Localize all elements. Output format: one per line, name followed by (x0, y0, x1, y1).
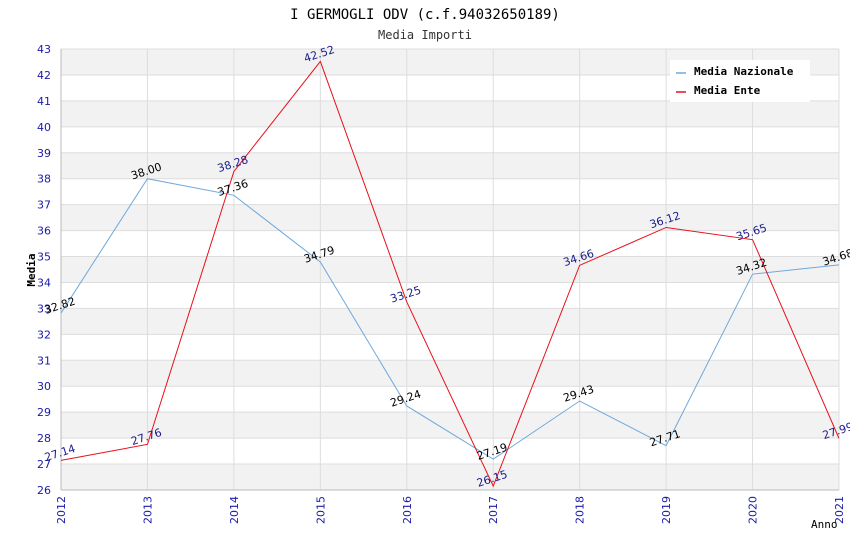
y-axis-label: Media (25, 253, 38, 286)
y-tick-label: 26 (37, 484, 51, 497)
axes (60, 49, 839, 491)
data-label-media-nazionale: 37.36 (216, 177, 250, 199)
y-tick-label: 36 (37, 225, 51, 238)
x-tick-label: 2017 (487, 496, 500, 524)
plot-bands (61, 49, 839, 490)
y-tick-label: 29 (37, 406, 51, 419)
chart-title: I GERMOGLI ODV (c.f.94032650189) (290, 7, 560, 23)
x-tick-label: 2018 (574, 496, 587, 524)
data-label-media-ente: 33.25 (389, 284, 423, 306)
x-tick-label: 2016 (401, 496, 414, 524)
legend-box (670, 60, 810, 102)
x-tick-label: 2019 (660, 496, 673, 524)
plot-band (61, 256, 839, 283)
y-tick-label: 31 (37, 354, 51, 367)
series-line-media-nazionale (60, 178, 840, 460)
series-lines (60, 60, 840, 488)
y-tick-label: 38 (37, 173, 51, 186)
legend-label-media-ente: Media Ente (694, 84, 761, 97)
plot-band (61, 100, 839, 127)
y-tick-label: 33 (37, 302, 51, 315)
x-axis-label: Anno (811, 518, 838, 531)
y-tick-label: 34 (37, 276, 51, 289)
y-tick-label: 43 (37, 43, 51, 56)
series-line-media-ente (60, 60, 840, 488)
y-tick-label: 42 (37, 69, 51, 82)
y-tick-label: 39 (37, 147, 51, 160)
y-tick-label: 28 (37, 432, 51, 445)
plot-band (61, 204, 839, 231)
x-tick-labels: 2012 2013 2014 2015 2016 2017 2018 2019 2020 2021 (55, 496, 846, 524)
y-tick-label: 32 (37, 328, 51, 341)
x-tick-label: 2013 (141, 496, 154, 524)
y-tick-label: 35 (37, 251, 51, 264)
plot-band (61, 464, 839, 490)
plot-band (61, 360, 839, 387)
x-tick-label: 2020 (747, 496, 760, 524)
x-tick-label: 2015 (314, 496, 327, 524)
plot-band (61, 412, 839, 439)
y-tick-label: 40 (37, 121, 51, 134)
y-tick-label: 30 (37, 380, 51, 393)
x-tick-label: 2021 (833, 496, 846, 524)
legend-label-media-nazionale: Media Nazionale (694, 65, 794, 78)
x-tick-label: 2014 (228, 496, 241, 524)
plot-band (61, 308, 839, 335)
y-tick-label: 27 (37, 458, 51, 471)
chart-subtitle: Media Importi (378, 28, 472, 42)
x-tick-label: 2012 (55, 496, 68, 524)
y-tick-label: 41 (37, 95, 51, 108)
y-tick-labels: 26 27 28 29 30 31 32 33 34 35 36 37 38 39 40 41 42 43 (37, 43, 51, 497)
data-label-media-nazionale: 29.24 (389, 388, 423, 410)
y-tick-label: 37 (37, 199, 51, 212)
legend: Media Nazionale Media Ente (670, 60, 810, 102)
data-label-media-ente: 27.14 (43, 442, 77, 464)
plot-band (61, 152, 839, 179)
